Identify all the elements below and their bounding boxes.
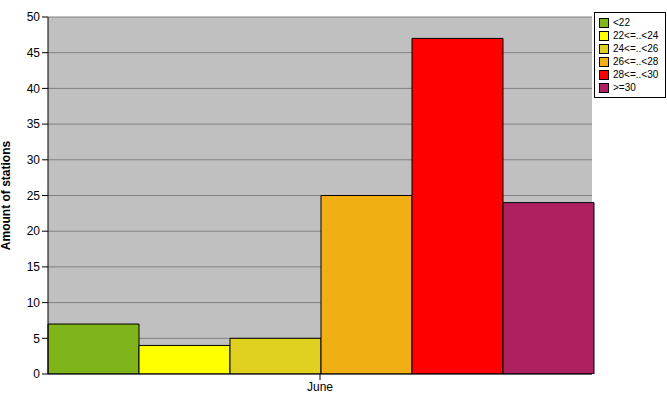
svg-text:45: 45 bbox=[27, 46, 41, 60]
svg-text:25: 25 bbox=[27, 189, 41, 203]
html-text:28<=..<30: 28<=..<30 bbox=[613, 69, 659, 80]
svg-text:Amount of stations: Amount of stations bbox=[8, 141, 13, 251]
svg-text:40: 40 bbox=[27, 82, 41, 96]
html-text:22<=..<24: 22<=..<24 bbox=[613, 30, 659, 41]
html-text:26<=..<28: 26<=..<28 bbox=[613, 56, 659, 67]
svg-text:10: 10 bbox=[27, 296, 41, 310]
html-text:>=30: >=30 bbox=[613, 82, 636, 93]
svg-text:30: 30 bbox=[27, 153, 41, 167]
svg-text:15: 15 bbox=[27, 260, 41, 274]
svg-text:35: 35 bbox=[27, 117, 41, 131]
html-text:<22: <22 bbox=[613, 17, 630, 28]
svg-text:50: 50 bbox=[27, 10, 41, 24]
svg-text:20: 20 bbox=[27, 224, 41, 238]
html-text:24<=..<26: 24<=..<26 bbox=[613, 43, 659, 54]
svg-text:0: 0 bbox=[33, 367, 40, 381]
svg-text:June: June bbox=[307, 380, 333, 394]
svg-text:5: 5 bbox=[33, 332, 40, 346]
